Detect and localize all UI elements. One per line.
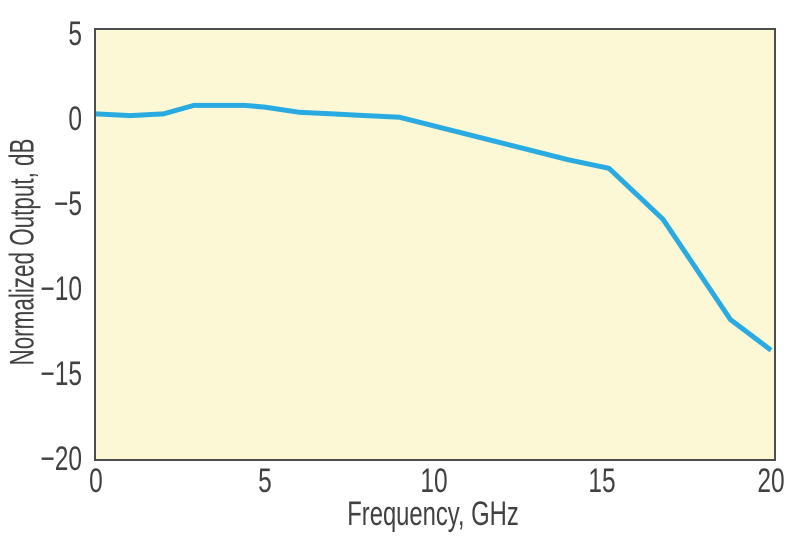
plot-background (94, 28, 776, 461)
x-tick-label: 5 (257, 462, 272, 500)
y-tick-label: −10 (40, 270, 82, 308)
y-tick-label: 5 (68, 15, 82, 53)
y-tick-label: −15 (40, 355, 82, 393)
x-axis-title: Frequency, GHz (347, 495, 519, 533)
x-tick-label: 0 (89, 462, 103, 500)
x-tick-label: 10 (419, 462, 448, 500)
x-tick-label: 20 (757, 462, 785, 500)
y-tick-label: −5 (54, 185, 82, 223)
y-tick-label: −20 (40, 440, 82, 478)
output-curve (95, 102, 773, 353)
x-tick-label: 15 (588, 462, 616, 500)
y-axis-tick-labels: 5 0 −5 −10 −15 −20 (0, 0, 82, 544)
y-tick-label: 0 (68, 100, 82, 138)
